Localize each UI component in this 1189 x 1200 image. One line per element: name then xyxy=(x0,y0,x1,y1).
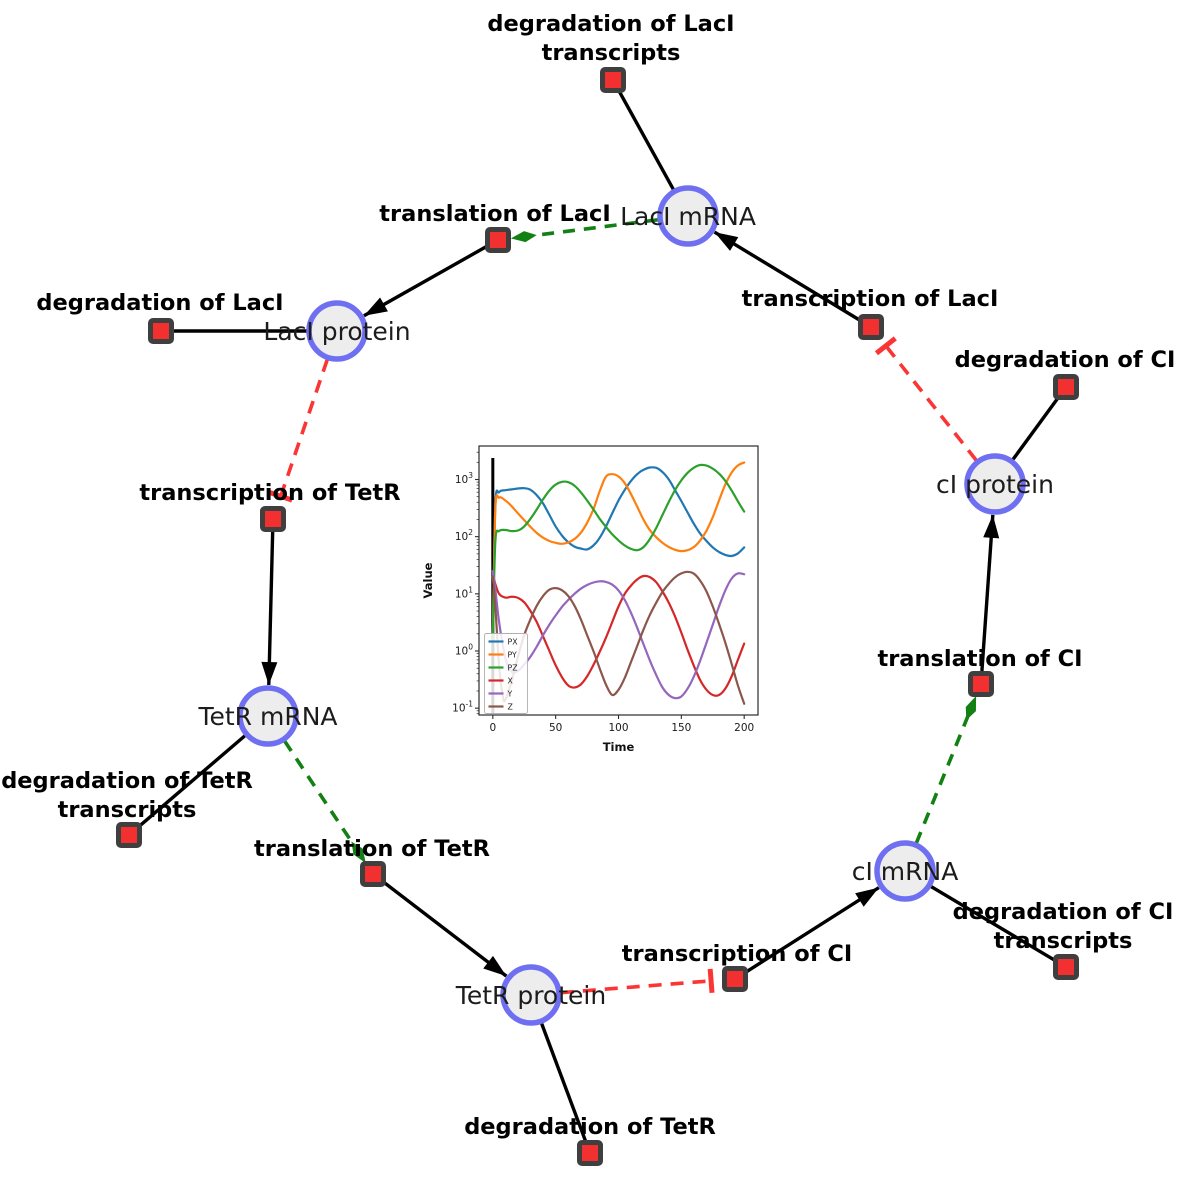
edge-transl_tetr-tetr_protein-arrowhead xyxy=(483,955,507,977)
reaction-label-deg_laci_tr: degradation of LacI xyxy=(487,11,734,37)
y-tick-label: 100 xyxy=(455,643,473,658)
legend-label-Z: Z xyxy=(508,702,513,711)
legend-label-PX: PX xyxy=(508,637,519,646)
series-PX xyxy=(491,466,746,642)
legend-label-X: X xyxy=(508,676,514,685)
x-axis-title: Time xyxy=(603,740,635,754)
reaction-deg_ci_tr[interactable] xyxy=(1053,954,1079,980)
y-tick-label: 103 xyxy=(455,471,473,486)
reaction-label-deg_tetr_tr: transcripts xyxy=(58,797,197,823)
labels-layer: LacI mRNA LacI protein TetR mRNA TetR prote… xyxy=(1,11,1175,1140)
reaction-deg_tetr_tr[interactable] xyxy=(116,822,142,848)
species-laci_mrna[interactable] xyxy=(657,185,719,247)
reaction-label-deg_ci_tr: transcripts xyxy=(994,928,1133,954)
edge-transl_tetr-tetr_protein xyxy=(382,880,508,978)
edge-laci_mrna-transl_laci xyxy=(528,217,659,238)
species-label-laci_protein: LacI protein xyxy=(263,317,410,346)
series-X xyxy=(491,573,746,697)
y-tick-label: 102 xyxy=(455,528,473,543)
species-label-tetr_mrna: TetR mRNA xyxy=(197,702,337,731)
reaction-label-transl_ci: translation of CI xyxy=(877,646,1082,672)
series-Y xyxy=(491,570,746,700)
plot-series xyxy=(491,457,746,714)
edge-ci_mrna-transl_ci xyxy=(914,712,971,844)
edge-tetr_protein-deg_tetr xyxy=(539,1022,588,1142)
species-tetr_mrna[interactable] xyxy=(237,685,299,747)
reaction-label-transl_tetr: translation of TetR xyxy=(254,836,490,862)
species-ci_mrna[interactable] xyxy=(874,840,936,902)
legend-box xyxy=(484,633,528,714)
edge-tr_ci-ci_mrna-arrowhead xyxy=(855,887,879,907)
reaction-deg_laci[interactable] xyxy=(148,318,174,344)
edge-tetr_mrna-deg_tetr_tr xyxy=(137,734,247,828)
edge-tr_tetr-tetr_mrna-arrowhead xyxy=(261,661,278,686)
x-tick-label: 100 xyxy=(608,722,628,734)
reaction-transl_laci[interactable] xyxy=(485,227,511,253)
edge-tr_laci-laci_mrna-arrowhead xyxy=(714,232,739,251)
series-PZ xyxy=(491,463,746,642)
edge-tr_laci-laci_mrna xyxy=(713,230,861,322)
edges-layer xyxy=(137,90,1060,1142)
x-tick-label: 0 xyxy=(489,722,496,734)
edge-laci_protein-tr_tetr-tbar xyxy=(268,490,293,503)
species-tetr_protein[interactable] xyxy=(500,964,562,1026)
reaction-label-tr_tetr: transcription of TetR xyxy=(139,480,400,506)
reaction-label-transl_laci: translation of LacI xyxy=(379,201,610,227)
reaction-tr_tetr[interactable] xyxy=(260,506,286,532)
edge-ci_protein-deg_ci xyxy=(1011,396,1060,461)
edge-tetr_protein-tr_ci xyxy=(560,979,712,995)
species-label-ci_protein: cI protein xyxy=(936,470,1054,499)
species-ci_protein[interactable] xyxy=(964,453,1026,515)
edge-transl_laci-laci_protein xyxy=(363,244,488,318)
edge-laci_mrna-transl_laci-arrowhead xyxy=(510,231,537,243)
x-tick-label: 200 xyxy=(734,722,754,734)
reaction-deg_laci_tr[interactable] xyxy=(600,67,626,93)
species-label-tetr_protein: TetR protein xyxy=(455,981,606,1010)
species-label-ci_mrna: cI mRNA xyxy=(852,857,959,886)
inset-plot: 0 50 100 150 200 10-1 100 101 102 103 Time Value PX P… xyxy=(421,445,759,754)
reaction-transl_tetr[interactable] xyxy=(360,861,386,887)
reaction-label-tr_ci: transcription of CI xyxy=(622,941,852,967)
edge-transl_laci-laci_protein-arrowhead xyxy=(363,297,388,316)
edge-ci_mrna-deg_ci_tr xyxy=(929,884,1056,962)
reaction-deg_ci[interactable] xyxy=(1053,374,1079,400)
edge-laci_protein-tr_tetr xyxy=(279,358,330,497)
legend-label-Y: Y xyxy=(507,689,513,698)
reaction-label-tr_laci: transcription of LacI xyxy=(742,286,999,312)
legend-label-PY: PY xyxy=(508,650,518,659)
x-tick-label: 150 xyxy=(671,722,691,734)
reaction-label-deg_tetr_tr: degradation of TetR xyxy=(1,768,253,794)
reaction-deg_tetr[interactable] xyxy=(577,1140,603,1166)
species-label-laci_mrna: LacI mRNA xyxy=(620,202,756,231)
edge-tr_tetr-tetr_mrna xyxy=(267,531,275,686)
reaction-transl_ci[interactable] xyxy=(968,671,994,697)
y-tick-label: 10-1 xyxy=(452,700,473,715)
nodes-layer xyxy=(116,67,1079,1166)
legend-label-PZ: PZ xyxy=(508,663,518,672)
reaction-label-deg_tetr: degradation of TetR xyxy=(464,1114,716,1140)
species-laci_protein[interactable] xyxy=(306,300,368,362)
reaction-tr_ci[interactable] xyxy=(722,966,748,992)
edge-transl_ci-ci_protein xyxy=(980,514,995,672)
edge-ci_protein-tr_laci xyxy=(884,344,978,462)
edge-tetr_protein-tr_ci-tbar xyxy=(707,968,715,994)
y-axis-title: Value xyxy=(421,562,435,598)
edge-ci_mrna-transl_ci-arrowhead xyxy=(965,696,977,721)
x-tick-label: 50 xyxy=(549,722,562,734)
edge-laci_mrna-deg_laci_tr xyxy=(617,90,676,191)
edge-ci_protein-tr_laci-tbar xyxy=(874,336,897,356)
reaction-label-deg_ci_tr: degradation of CI xyxy=(953,899,1174,925)
edge-tr_ci-ci_mrna xyxy=(745,886,880,974)
reaction-tr_laci[interactable] xyxy=(858,314,884,340)
reaction-label-deg_laci: degradation of LacI xyxy=(36,290,283,316)
edge-tetr_mrna-transl_tetr xyxy=(283,739,358,850)
edge-tetr_mrna-transl_tetr-arrowhead xyxy=(351,841,366,864)
reaction-label-deg_ci: degradation of CI xyxy=(955,347,1176,373)
edge-transl_ci-ci_protein-arrowhead xyxy=(983,514,1000,539)
reaction-label-deg_laci_tr: transcripts xyxy=(542,40,681,66)
y-tick-label: 101 xyxy=(455,585,473,600)
